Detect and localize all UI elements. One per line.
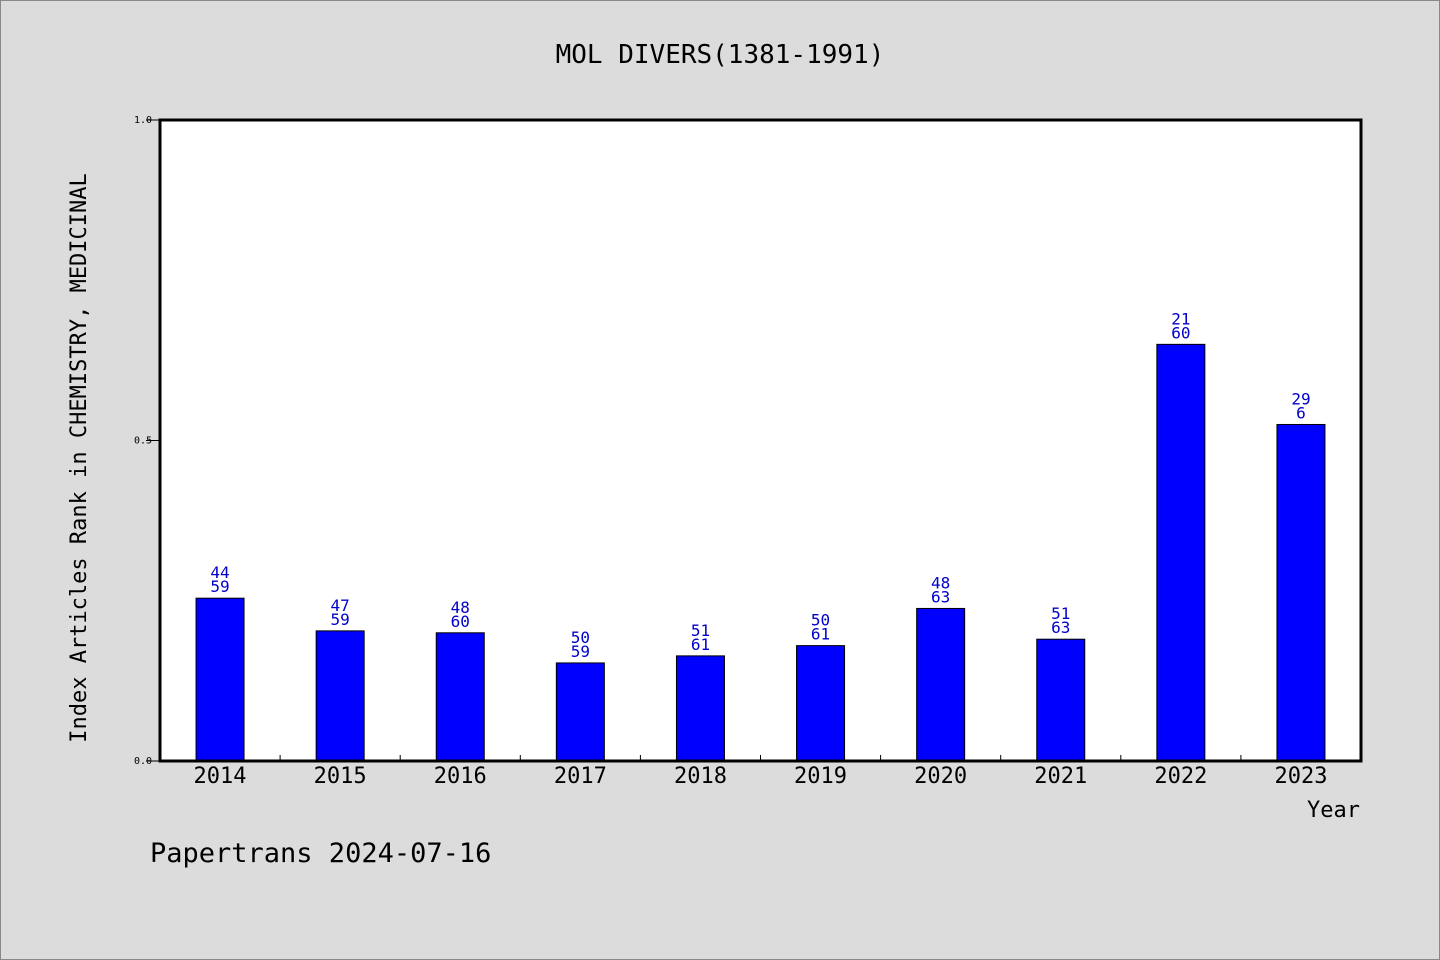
data-label-bottom-2014: 59 bbox=[210, 577, 229, 596]
x-tick-label-2016: 2016 bbox=[434, 764, 487, 789]
bar-2018 bbox=[675, 655, 725, 762]
bar-2020 bbox=[916, 607, 966, 762]
bar-2022 bbox=[1156, 343, 1206, 762]
data-label-bottom-2018: 61 bbox=[691, 635, 710, 654]
x-axis-label: Year bbox=[1307, 798, 1360, 823]
y-axis-label: Index Articles Rank in CHEMISTRY, MEDICI… bbox=[67, 173, 92, 743]
plot-border bbox=[158, 118, 1363, 763]
y-tick-label: 0.0 bbox=[134, 756, 152, 767]
data-label-bottom-2023: 6 bbox=[1296, 403, 1306, 422]
data-label-top-2014: 44 bbox=[210, 563, 229, 582]
data-label-bottom-2015: 59 bbox=[331, 610, 350, 629]
x-tick-label-2023: 2023 bbox=[1274, 764, 1327, 789]
bar-2014 bbox=[195, 597, 245, 762]
y-tick-label: 1.0 bbox=[134, 115, 152, 126]
x-tick-label-2015: 2015 bbox=[314, 764, 367, 789]
data-label-top-2023: 29 bbox=[1291, 389, 1310, 408]
bar-2019 bbox=[796, 645, 846, 762]
data-label-top-2016: 48 bbox=[451, 598, 470, 617]
chart-title: MOL DIVERS(1381-1991) bbox=[556, 40, 885, 70]
data-label-top-2019: 50 bbox=[811, 611, 830, 630]
data-label-top-2021: 51 bbox=[1051, 604, 1070, 623]
y-ticks-group: 0.0 0.5 1.0 bbox=[134, 115, 160, 767]
bar-2017 bbox=[555, 662, 605, 762]
data-label-bottom-2021: 63 bbox=[1051, 618, 1070, 637]
x-tick-label-2021: 2021 bbox=[1034, 764, 1087, 789]
data-label-bottom-2020: 63 bbox=[931, 587, 950, 606]
data-label-bottom-2016: 60 bbox=[451, 612, 470, 631]
x-ticks-group: 2014 2015 2016 2017 2018 2019 2020 2021 2022 2023 bbox=[194, 755, 1327, 789]
data-label-top-2015: 47 bbox=[331, 596, 350, 615]
x-tick-label-2014: 2014 bbox=[194, 764, 247, 789]
bar-2021 bbox=[1036, 638, 1086, 762]
x-tick-label-2018: 2018 bbox=[674, 764, 727, 789]
x-tick-label-2017: 2017 bbox=[554, 764, 607, 789]
y-tick-label: 0.5 bbox=[134, 436, 152, 447]
x-tick-label-2019: 2019 bbox=[794, 764, 847, 789]
data-label-top-2017: 50 bbox=[571, 628, 590, 647]
footer-text: Papertrans 2024-07-16 bbox=[150, 838, 491, 869]
data-label-top-2018: 51 bbox=[691, 621, 710, 640]
x-tick-label-2020: 2020 bbox=[914, 764, 967, 789]
bar-2016 bbox=[435, 632, 485, 762]
data-label-top-2020: 48 bbox=[931, 573, 950, 592]
data-label-bottom-2017: 59 bbox=[571, 642, 590, 661]
data-label-bottom-2019: 61 bbox=[811, 625, 830, 644]
data-label-bottom-2022: 60 bbox=[1171, 323, 1190, 342]
x-tick-label-2022: 2022 bbox=[1154, 764, 1207, 789]
bar-2023 bbox=[1276, 423, 1326, 762]
data-label-top-2022: 21 bbox=[1171, 309, 1190, 328]
bar-2015 bbox=[315, 630, 365, 762]
